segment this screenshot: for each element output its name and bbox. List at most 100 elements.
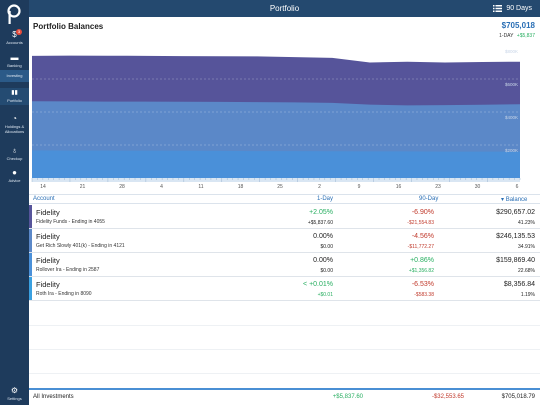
day-percent: < +0.01% — [303, 281, 333, 288]
column-header-90-day[interactable]: 90-Day — [419, 196, 439, 202]
account-name: Rollover Ira - Ending in 2587 — [36, 267, 100, 273]
ninety-day-amount: -$21,554.83 — [407, 220, 434, 226]
footer-balance-total: $705,018.79 — [501, 394, 535, 400]
ninety-day-amount: -$583.38 — [414, 292, 434, 298]
ninety-day-amount: +$1,356.82 — [408, 268, 434, 274]
sidebar-item-holdings[interactable]: ◔ Holdings & Allocations — [0, 114, 29, 134]
footer-label: All Investments — [33, 394, 74, 400]
x-tick-label: 18 — [238, 184, 244, 190]
y-tick-label: $400K — [505, 115, 518, 120]
bank-icon: ▬ — [10, 53, 19, 62]
sidebar-item-advice[interactable]: ● Advice — [0, 168, 29, 183]
balance-value: $8,356.84 — [503, 281, 535, 288]
institution-name: Fidelity — [36, 256, 60, 265]
sidebar: $ 3 Accounts ▬ Banking Investing ▮▮ Port… — [0, 0, 29, 405]
x-tick-label: 25 — [277, 184, 283, 190]
table-row[interactable]: Fidelity Get Rich Slowly 401(k) - Ending… — [29, 229, 540, 253]
column-header-account[interactable]: Account — [33, 196, 55, 202]
x-tick-label: 11 — [198, 184, 203, 190]
sidebar-item-label: Holdings & Allocations — [4, 124, 25, 134]
page-title: Portfolio — [269, 4, 300, 13]
y-tick-label: $600K — [505, 82, 518, 87]
list-icon — [493, 4, 503, 12]
day-percent: 0.00% — [313, 257, 333, 264]
ninety-day-percent: -6.53% — [411, 281, 434, 288]
day-percent: +2.05% — [309, 209, 333, 216]
sort-desc-icon: ▾ — [501, 197, 506, 203]
x-tick-label: 6 — [516, 184, 519, 190]
sidebar-item-portfolio[interactable]: ▮▮ Portfolio — [0, 88, 29, 105]
sidebar-item-banking[interactable]: ▬ Banking — [0, 53, 29, 68]
balance-share: 41.23% — [518, 220, 535, 226]
bar-chart-icon: ▮▮ — [11, 90, 18, 96]
date-range-selector[interactable]: 90 Days — [493, 3, 532, 14]
day-amount: $0.00 — [320, 244, 333, 250]
empty-row-divider — [29, 349, 540, 350]
table-footer-totals: All Investments +$5,837.60 -$32,553.65 $… — [29, 388, 540, 405]
day-change-label: 1-DAY — [499, 33, 514, 39]
stethoscope-icon: ♁ — [11, 146, 18, 155]
footer-ninety-day-total: -$32,553.65 — [431, 394, 464, 400]
x-tick-label: 21 — [80, 184, 86, 190]
x-tick-label: 4 — [160, 184, 163, 190]
table-row[interactable]: Fidelity Fidelity Funds - Ending in 4055… — [29, 205, 540, 229]
sidebar-item-settings[interactable]: ⚙ Settings — [0, 386, 29, 401]
area-series-1 — [32, 150, 520, 178]
ninety-day-percent: -4.56% — [411, 233, 434, 240]
balance-value: $246,135.53 — [496, 233, 535, 240]
row-accent — [29, 229, 32, 252]
portfolio-balance-chart[interactable]: $800K $600K $400K $200K 14 21 28 4 11 18 25 2 9 16 23 3… — [29, 44, 540, 190]
sidebar-item-label: Settings — [7, 396, 22, 401]
footer-day-total: +$5,837.60 — [332, 394, 363, 400]
dollar-icon: $ — [12, 30, 17, 39]
ninety-day-amount: -$11,772.27 — [407, 244, 434, 250]
top-bar: Portfolio 90 Days — [29, 0, 540, 17]
notification-badge: 3 — [16, 29, 22, 35]
institution-name: Fidelity — [36, 232, 60, 241]
institution-name: Fidelity — [36, 208, 60, 217]
column-header-1-day[interactable]: 1-Day — [317, 196, 334, 202]
gear-icon: ⚙ — [10, 386, 19, 395]
sidebar-item-investing[interactable]: Investing — [0, 70, 29, 82]
balance-value: $290,657.02 — [496, 209, 535, 216]
day-amount: +$5,837.60 — [307, 220, 333, 226]
sidebar-item-label: Accounts — [6, 40, 23, 45]
row-accent — [29, 277, 32, 300]
balance-share: 34.91% — [518, 244, 535, 250]
sidebar-item-checkup[interactable]: ♁ Checkup — [0, 146, 29, 161]
ninety-day-percent: +0.86% — [410, 257, 434, 264]
table-row[interactable]: Fidelity Rollover Ira - Ending in 2587 0… — [29, 253, 540, 277]
account-name: Fidelity Funds - Ending in 4055 — [36, 219, 105, 225]
sidebar-item-label: Portfolio — [7, 98, 22, 103]
x-tick-label: 28 — [119, 184, 125, 190]
row-accent — [29, 205, 32, 228]
row-accent — [29, 253, 32, 276]
ninety-day-percent: -6.90% — [411, 209, 434, 216]
x-tick-label: 30 — [475, 184, 481, 190]
app-logo-icon — [7, 4, 21, 24]
empty-row-divider — [29, 373, 540, 374]
sidebar-item-label: Banking — [7, 63, 22, 68]
x-tick-label: 16 — [396, 184, 402, 190]
account-name: Roth Ira - Ending in 8090 — [36, 291, 92, 297]
x-tick-label: 14 — [40, 184, 46, 190]
account-name: Get Rich Slowly 401(k) - Ending in 4121 — [36, 243, 125, 249]
balance-value: $159,869.40 — [496, 257, 535, 264]
table-header: Account 1-Day 90-Day ▾ Balance — [29, 194, 540, 204]
x-tick-label: 23 — [435, 184, 441, 190]
balance-share: 1.19% — [520, 292, 535, 298]
day-change-summary: 1-DAY +$5,837 — [499, 33, 535, 39]
column-header-balance[interactable]: ▾ Balance — [501, 197, 528, 203]
sidebar-item-accounts[interactable]: $ 3 Accounts — [0, 29, 29, 45]
x-tick-label: 9 — [358, 184, 361, 190]
sidebar-item-label: Investing — [6, 73, 23, 78]
balance-share: 22.68% — [518, 268, 535, 274]
institution-name: Fidelity — [36, 280, 60, 289]
sidebar-item-label: Advice — [8, 178, 21, 183]
table-row[interactable]: Fidelity Roth Ira - Ending in 8090 < +0.… — [29, 277, 540, 301]
day-amount: $0.00 — [320, 268, 333, 274]
sidebar-item-label: Checkup — [6, 156, 23, 161]
advice-icon: ● — [12, 168, 17, 177]
day-amount: +$0.01 — [317, 292, 333, 298]
